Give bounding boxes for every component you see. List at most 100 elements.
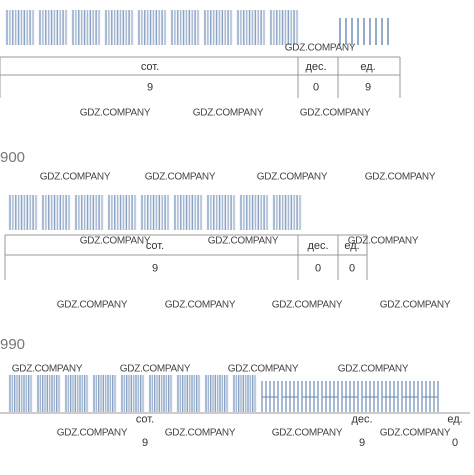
hundred-bundle <box>204 375 229 412</box>
hundred-bundle <box>71 10 101 45</box>
bundle-shade <box>74 195 104 230</box>
hundred-bundle <box>41 195 71 230</box>
hundred-bundle <box>107 195 137 230</box>
watermark: GDZ.COMPANY <box>272 300 343 311</box>
watermark: GDZ.COMPANY <box>80 108 151 119</box>
watermark: GDZ.COMPANY <box>285 43 356 54</box>
bundle-shade <box>272 195 302 230</box>
hundred-bundle <box>64 375 89 412</box>
ten-bundle <box>361 381 379 412</box>
hundred-bundle <box>170 10 200 45</box>
cell-value: 9 <box>147 81 153 93</box>
hundred-bundle <box>8 195 38 230</box>
watermark: GDZ.COMPANY <box>257 172 328 183</box>
ten-bundle <box>301 381 319 412</box>
bundle-shade <box>204 375 229 412</box>
watermark: GDZ.COMPANY <box>40 172 111 183</box>
bundle-shade <box>36 375 61 412</box>
ten-bundle <box>321 381 339 412</box>
watermark: GDZ.COMPANY <box>57 428 128 439</box>
watermark: GDZ.COMPANY <box>380 300 451 311</box>
hundred-bundle <box>236 10 266 45</box>
watermark: GDZ.COMPANY <box>120 364 191 375</box>
column-header: ед. <box>447 413 462 425</box>
bundle-shade <box>41 195 71 230</box>
watermark: GDZ.COMPANY <box>80 236 151 247</box>
hundred-bundle <box>104 10 134 45</box>
bundle-shade <box>92 375 117 412</box>
section-number: 990 <box>0 336 25 353</box>
hundred-bundle <box>173 195 203 230</box>
cell-value: 9 <box>365 81 371 93</box>
ten-bundle <box>281 381 299 412</box>
bundle-shade <box>38 10 68 45</box>
watermark: GDZ.COMPANY <box>300 108 371 119</box>
watermark: GDZ.COMPANY <box>165 428 236 439</box>
bundle-shade <box>8 195 38 230</box>
cell-value: 0 <box>349 262 355 274</box>
bundle-shade <box>232 375 257 412</box>
ten-bundle <box>341 381 359 412</box>
hundred-bundle <box>148 375 173 412</box>
watermark: GDZ.COMPANY <box>338 364 409 375</box>
bundle-shade <box>71 10 101 45</box>
cell-value: 0 <box>315 262 321 274</box>
hundred-bundle <box>74 195 104 230</box>
hundred-bundle <box>239 195 269 230</box>
column-header: сот. <box>136 413 154 425</box>
watermark: GDZ.COMPANY <box>380 428 451 439</box>
ten-bundle <box>401 381 419 412</box>
watermark: GDZ.COMPANY <box>57 300 128 311</box>
bundle-shade <box>120 375 145 412</box>
ten-bundle <box>261 381 279 412</box>
hundred-bundle <box>206 195 236 230</box>
bundle-shade <box>140 195 170 230</box>
watermark: GDZ.COMPANY <box>348 236 419 247</box>
watermark: GDZ.COMPANY <box>272 428 343 439</box>
hundred-bundle <box>5 10 35 45</box>
cell-value: 9 <box>152 262 158 274</box>
column-header: сот. <box>146 240 164 252</box>
bundle-shade <box>5 10 35 45</box>
bundle-shade <box>170 10 200 45</box>
bundle-shade <box>104 10 134 45</box>
watermark: GDZ.COMPANY <box>193 108 264 119</box>
cell-value: 0 <box>313 81 319 93</box>
hundred-bundle <box>203 10 233 45</box>
hundred-bundle <box>36 375 61 412</box>
bundle-shade <box>203 10 233 45</box>
bundle-shade <box>137 10 167 45</box>
section-number: 900 <box>0 149 25 166</box>
hundred-bundle <box>92 375 117 412</box>
bundle-shade <box>8 375 33 412</box>
column-header: ед. <box>344 240 359 252</box>
bundle-shade <box>269 10 299 45</box>
watermark: GDZ.COMPANY <box>365 172 436 183</box>
column-header: дес. <box>351 413 372 425</box>
hundred-bundle <box>137 10 167 45</box>
bundle-shade <box>176 375 201 412</box>
column-header: ед. <box>360 61 375 73</box>
bundle-shade <box>239 195 269 230</box>
watermark: GDZ.COMPANY <box>208 236 279 247</box>
watermark: GDZ.COMPANY <box>12 364 83 375</box>
hundred-bundle <box>120 375 145 412</box>
hundred-bundle <box>38 10 68 45</box>
hundred-bundle <box>8 375 33 412</box>
watermark: GDZ.COMPANY <box>145 172 216 183</box>
ten-bundle <box>381 381 399 412</box>
column-header: дес. <box>307 240 328 252</box>
hundred-bundle <box>176 375 201 412</box>
hundred-bundle <box>272 195 302 230</box>
bundle-shade <box>107 195 137 230</box>
watermark: GDZ.COMPANY <box>228 364 299 375</box>
ten-bundle <box>421 381 439 412</box>
watermark: GDZ.COMPANY <box>165 300 236 311</box>
bundle-shade <box>236 10 266 45</box>
cell-value: 0 <box>452 437 458 449</box>
bundle-shade <box>148 375 173 412</box>
cell-value: 9 <box>359 437 365 449</box>
bundle-shade <box>64 375 89 412</box>
bundle-shade <box>173 195 203 230</box>
